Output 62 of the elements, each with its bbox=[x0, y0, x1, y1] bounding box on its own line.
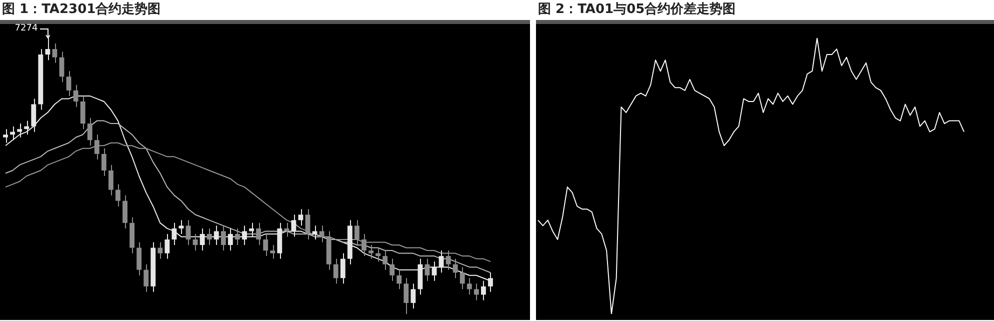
candlestick bbox=[474, 283, 479, 301]
candlestick bbox=[452, 258, 458, 279]
candlestick bbox=[108, 164, 114, 196]
candlestick bbox=[52, 43, 58, 64]
candlestick bbox=[172, 222, 177, 246]
chart-title: 图 1：TA2301合约走势图 bbox=[0, 0, 530, 24]
candlestick bbox=[220, 225, 226, 252]
candlestick bbox=[144, 264, 149, 292]
candlestick bbox=[94, 134, 100, 160]
candlestick bbox=[206, 228, 212, 246]
candlestick bbox=[305, 208, 310, 240]
candlestick bbox=[312, 225, 318, 240]
chart-title: 图 2：TA01与05合约价差走势图 bbox=[536, 0, 994, 24]
candlestick bbox=[242, 225, 247, 246]
candlestick bbox=[178, 220, 184, 234]
candlestick bbox=[480, 280, 486, 301]
candlestick bbox=[396, 269, 402, 290]
candlestick bbox=[87, 118, 92, 146]
candlestick bbox=[438, 250, 444, 274]
candlestick bbox=[424, 258, 430, 282]
text: 7274 bbox=[14, 23, 38, 34]
candlestick bbox=[404, 278, 409, 314]
candlestick bbox=[59, 51, 64, 83]
candlestick bbox=[186, 220, 191, 246]
candlestick bbox=[291, 214, 296, 238]
candlestick bbox=[101, 148, 106, 176]
candlestick bbox=[354, 220, 360, 246]
candlestick bbox=[158, 242, 163, 260]
candlestick bbox=[66, 70, 72, 96]
candlestick bbox=[263, 233, 268, 257]
candlestick bbox=[390, 258, 395, 282]
candlestick bbox=[200, 228, 205, 252]
candlestick bbox=[446, 250, 451, 270]
candlestick bbox=[214, 225, 219, 246]
candlestick bbox=[256, 222, 262, 246]
candlestick bbox=[116, 184, 120, 207]
candlestick bbox=[136, 242, 142, 276]
candlestick bbox=[410, 283, 416, 309]
candlestick bbox=[284, 222, 290, 238]
candlestick bbox=[319, 225, 324, 243]
candlestick bbox=[164, 233, 170, 260]
candlestick bbox=[270, 244, 276, 260]
candlestick bbox=[80, 95, 86, 130]
candlestick bbox=[340, 252, 346, 284]
candlestick bbox=[122, 194, 128, 229]
candlestick bbox=[466, 278, 472, 296]
candlestick bbox=[17, 123, 22, 138]
candlestick bbox=[24, 120, 30, 136]
candlestick bbox=[368, 244, 374, 260]
candlestick bbox=[249, 222, 254, 238]
candlestick bbox=[10, 126, 16, 141]
candlestick bbox=[234, 228, 240, 246]
candlestick bbox=[228, 228, 233, 252]
candlestick bbox=[298, 208, 304, 226]
candlestick bbox=[73, 84, 78, 108]
candlestick bbox=[192, 233, 198, 252]
candlestick bbox=[362, 233, 366, 257]
candlestick bbox=[31, 98, 36, 132]
candlestick bbox=[376, 247, 380, 262]
candlestick bbox=[382, 250, 388, 270]
candlestick bbox=[460, 266, 465, 290]
candlestick bbox=[333, 258, 338, 284]
